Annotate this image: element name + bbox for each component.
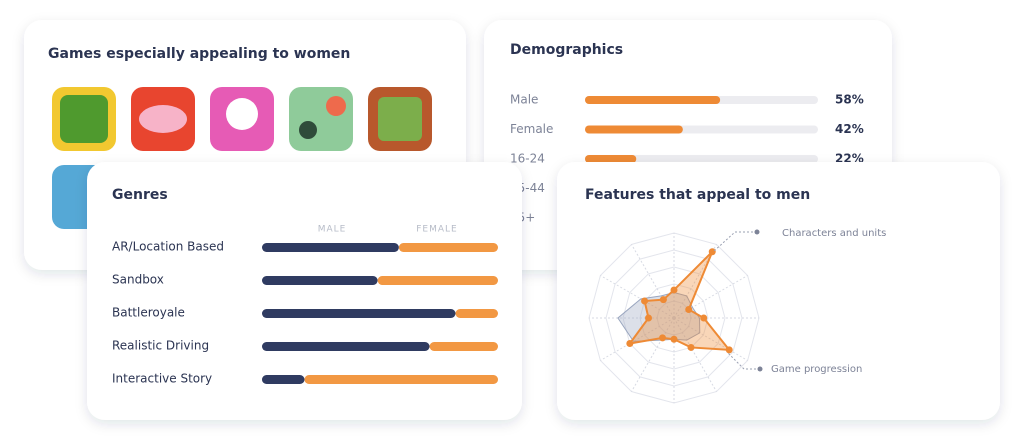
card-title: Demographics	[510, 42, 623, 58]
game-icon-art	[60, 95, 108, 143]
bar-segment	[377, 276, 498, 285]
row-label: Male	[510, 93, 538, 107]
radar-point	[659, 296, 667, 304]
value-label: 42%	[835, 122, 864, 136]
annotation-line	[712, 231, 757, 253]
annotation-line	[727, 352, 760, 370]
category-label: Interactive Story	[112, 372, 212, 386]
radar-point	[687, 343, 695, 351]
annotation-dot	[754, 229, 760, 235]
card	[557, 162, 1000, 420]
radar-point	[659, 334, 667, 342]
row-label: Female	[510, 122, 553, 136]
category-label: Sandbox	[112, 273, 164, 287]
game-icon[interactable]	[289, 87, 353, 151]
bar-segment	[304, 375, 498, 384]
column-header: FEMALE	[416, 225, 458, 235]
game-icon-art	[139, 105, 187, 133]
value-label: 58%	[835, 93, 864, 107]
radar-point	[708, 248, 716, 256]
card-title: Games especially appealing to women	[48, 46, 350, 62]
annotation-dot	[757, 366, 763, 372]
category-label: AR/Location Based	[112, 240, 224, 254]
radar-point	[641, 297, 649, 305]
category-label: Realistic Driving	[112, 339, 209, 353]
card	[87, 162, 522, 420]
card-title: Genres	[112, 187, 168, 203]
radar-card: Features that appeal to men Characters a…	[557, 162, 1000, 420]
radar-point	[700, 314, 708, 322]
bar-segment	[262, 276, 378, 285]
game-icon-art	[226, 98, 258, 130]
bar-segment	[398, 243, 498, 252]
annotation: Characters and units	[782, 228, 886, 239]
radar-point	[670, 286, 678, 294]
grid-ring	[622, 266, 726, 370]
annotation: Game progression	[771, 364, 862, 375]
row-label: 16-24	[510, 152, 545, 166]
bar	[585, 96, 721, 104]
radar-point	[645, 314, 652, 322]
bar-segment	[455, 309, 498, 318]
genres-card: Genres MALE FEMALE AR/Location Based Sandbo…	[87, 162, 522, 420]
game-icon-art	[299, 121, 317, 139]
card-title: Features that appeal to men	[585, 187, 810, 203]
radar-point	[670, 335, 678, 343]
radar-point	[626, 340, 634, 347]
bar	[585, 155, 637, 163]
bar-segment	[429, 342, 498, 351]
game-icon-art	[378, 97, 422, 141]
radar-point	[685, 306, 693, 313]
bar	[585, 125, 683, 134]
bar-segment	[262, 375, 305, 384]
bar-segment	[262, 243, 399, 252]
category-label: Battleroyale	[112, 306, 185, 320]
game-icon-art	[326, 96, 346, 116]
bar-segment	[262, 342, 430, 351]
bar-track	[585, 155, 818, 163]
column-header: MALE	[318, 225, 347, 235]
radar-point	[725, 346, 733, 354]
bar-segment	[262, 309, 456, 318]
